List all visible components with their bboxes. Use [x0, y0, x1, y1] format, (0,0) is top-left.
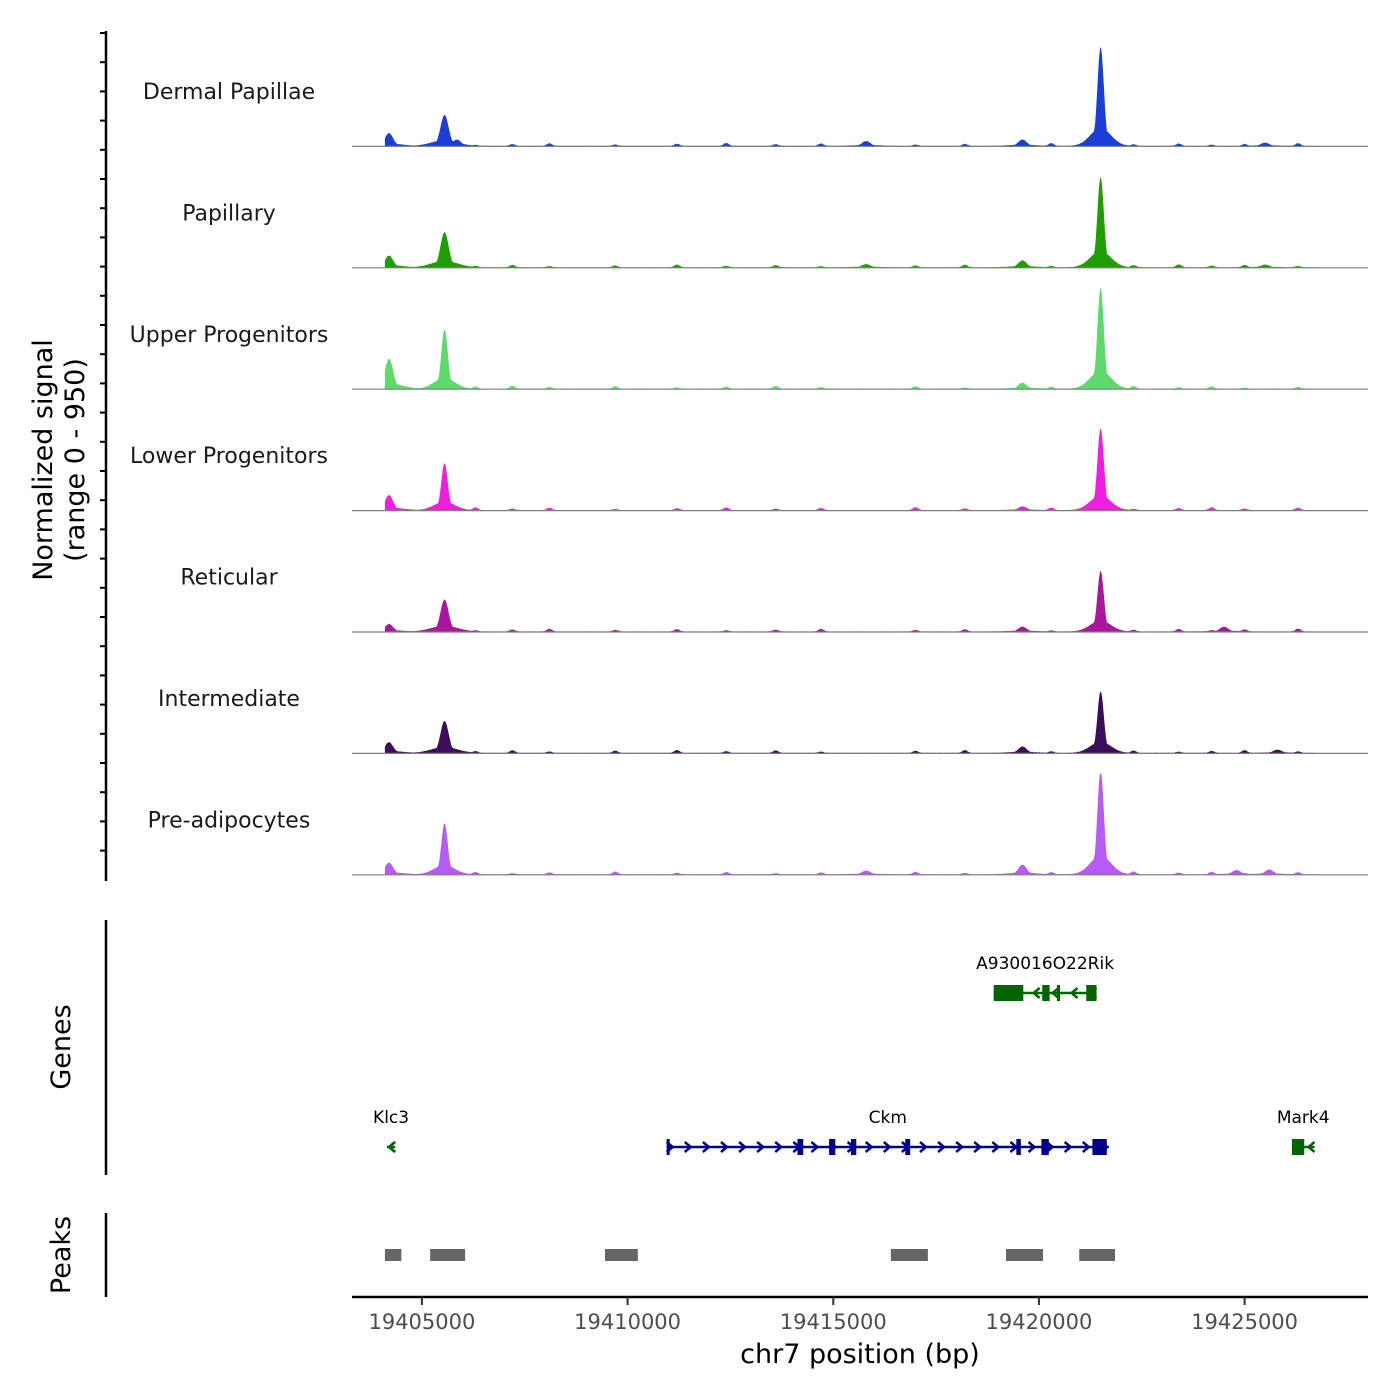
strand-chevron	[774, 1141, 784, 1153]
strand-chevron	[1063, 1141, 1073, 1153]
genes-track-title: Genes	[46, 1004, 77, 1089]
x-axis-ticks: 19405000 19410000 19415000 19420000 19425000	[368, 1297, 1298, 1334]
peak-region	[1079, 1249, 1116, 1261]
strand-chevron	[1081, 1141, 1091, 1153]
coverage-area	[384, 428, 1315, 511]
coverage-track-label: Intermediate	[158, 687, 300, 712]
strand-chevron	[387, 1141, 396, 1153]
peak-track	[384, 1249, 1116, 1261]
gene-model: Ckm	[665, 1108, 1109, 1155]
strand-chevron	[864, 1141, 874, 1153]
coverage-area	[384, 46, 1315, 147]
x-tick-label: 19425000	[1191, 1310, 1298, 1334]
coverage-track-label: Lower Progenitors	[130, 444, 328, 469]
gene-exon	[850, 1139, 857, 1155]
strand-chevron	[1050, 987, 1060, 999]
coverage-area	[384, 691, 1315, 754]
coverage-y-ticks	[100, 32, 106, 852]
coverage-track: Pre-adipocytes	[148, 773, 1368, 876]
gene-track: A930016O22Rik Klc3 Ckm Mark4	[373, 954, 1330, 1155]
x-tick-label: 19405000	[368, 1310, 475, 1334]
x-tick-label: 19420000	[985, 1310, 1092, 1334]
gene-exon	[829, 1139, 836, 1155]
strand-chevron	[973, 1141, 983, 1153]
coverage-track-label: Upper Progenitors	[130, 323, 329, 348]
y-axis-title: Normalized signal	[28, 339, 59, 581]
peak-region	[1006, 1249, 1044, 1261]
strand-chevron	[955, 1141, 965, 1153]
x-axis-title: chr7 position (bp)	[740, 1339, 980, 1370]
coverage-track: Lower Progenitors	[130, 428, 1368, 512]
gene-model: A930016O22Rik	[976, 954, 1114, 1001]
coverage-tracks: Dermal Papillae Papillary Upper Progenitor…	[130, 46, 1368, 876]
strand-chevron	[1069, 987, 1079, 999]
gene-exon	[1016, 1139, 1021, 1155]
gene-exon	[993, 985, 1024, 1001]
coverage-track: Reticular	[180, 566, 1368, 633]
gene-label: Mark4	[1277, 1108, 1330, 1128]
y-axis-range: (range 0 - 950)	[60, 358, 91, 562]
peak-region	[430, 1249, 466, 1261]
coverage-track: Papillary	[182, 177, 1368, 269]
gene-label: Ckm	[869, 1108, 907, 1128]
strand-chevron	[882, 1141, 892, 1153]
gene-model: Mark4	[1277, 1108, 1330, 1155]
gene-exon	[1086, 985, 1097, 1001]
gene-exon	[905, 1139, 911, 1155]
gene-exon	[1042, 985, 1050, 1001]
coverage-track-label: Dermal Papillae	[143, 80, 315, 105]
gene-exon	[1041, 1139, 1049, 1155]
strand-chevron	[756, 1141, 766, 1153]
peak-region	[384, 1249, 402, 1261]
gene-exon	[1291, 1139, 1305, 1155]
strand-chevron	[683, 1141, 693, 1153]
strand-chevron	[937, 1141, 946, 1153]
strand-chevron	[1027, 1141, 1037, 1153]
strand-chevron	[919, 1141, 928, 1153]
strand-chevron	[738, 1141, 747, 1153]
x-tick-label: 19415000	[780, 1310, 887, 1334]
coverage-track-label: Papillary	[182, 201, 276, 226]
coverage-area	[384, 773, 1315, 875]
strand-chevron	[720, 1141, 729, 1153]
strand-chevron	[1306, 1141, 1316, 1153]
strand-chevron	[991, 1141, 1001, 1153]
strand-chevron	[702, 1141, 711, 1153]
gene-exon	[666, 1139, 670, 1155]
peak-region	[604, 1249, 638, 1261]
coverage-track-label: Pre-adipocytes	[148, 808, 311, 833]
strand-chevron	[810, 1141, 820, 1153]
gene-exon	[1057, 985, 1061, 1001]
coverage-track: Intermediate	[158, 687, 1368, 755]
gene-exon	[797, 1139, 804, 1155]
coverage-track: Dermal Papillae	[143, 46, 1368, 147]
coverage-area	[384, 287, 1315, 390]
coverage-area	[384, 570, 1315, 632]
coverage-area	[384, 177, 1315, 268]
gene-model: Klc3	[373, 1108, 409, 1153]
coverage-track: Upper Progenitors	[130, 287, 1368, 390]
gene-exon	[1092, 1139, 1107, 1155]
gene-label: A930016O22Rik	[976, 954, 1114, 974]
strand-chevron	[1031, 987, 1041, 999]
coverage-track-label: Reticular	[180, 566, 278, 591]
peaks-track-title: Peaks	[46, 1216, 77, 1294]
peak-region	[890, 1249, 928, 1261]
x-tick-label: 19410000	[574, 1310, 681, 1334]
gene-label: Klc3	[373, 1108, 409, 1128]
